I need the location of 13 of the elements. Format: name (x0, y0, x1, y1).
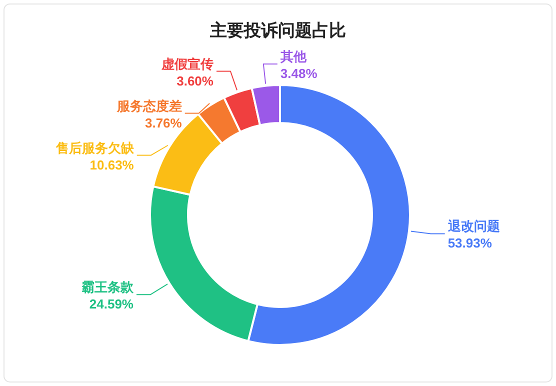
slice-label: 售后服务欠缺 (54, 140, 135, 156)
data-label: 3.48% (280, 66, 318, 81)
chart-title: 主要投诉问题占比 (209, 21, 346, 40)
data-label: 24.59% (89, 296, 134, 312)
slice-label: 服务态度差 (116, 98, 182, 114)
data-label: 53.93% (448, 236, 492, 251)
slice-label: 退改问题 (446, 218, 500, 234)
slice-label: 其他 (279, 49, 308, 64)
slice-label: 霸王条款 (81, 280, 134, 295)
data-label: 3.60% (176, 73, 214, 88)
slice-label: 虚假宣传 (160, 56, 214, 72)
data-label: 3.76% (144, 115, 182, 130)
data-label: 10.63% (90, 157, 134, 172)
